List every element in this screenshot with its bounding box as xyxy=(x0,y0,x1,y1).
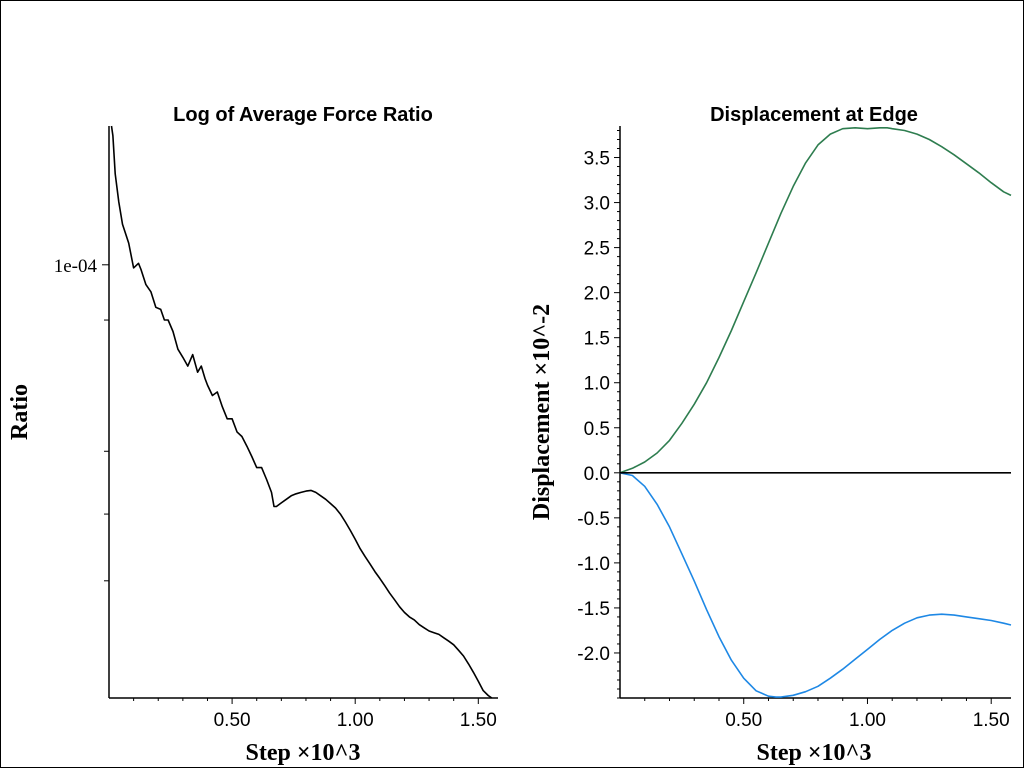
y-tick-label: 2.5 xyxy=(584,239,610,260)
x-axis-label: Step ×10^3 xyxy=(246,740,361,766)
x-tick-label: 1.00 xyxy=(849,710,886,731)
x-tick-label: 1.50 xyxy=(973,710,1010,731)
chart-ticks: 0.50 1.00 1.50 1e-04 xyxy=(54,256,497,731)
chart-title: Log of Average Force Ratio xyxy=(173,104,433,126)
chart-series-group xyxy=(619,127,1012,698)
y-tick-label: -0.5 xyxy=(577,509,610,530)
y-tick-label: 3.5 xyxy=(584,149,610,170)
y-tick-label: 1.5 xyxy=(584,329,610,350)
y-tick-label: 1e-04 xyxy=(54,256,98,277)
y-tick-label: -1.5 xyxy=(577,599,610,620)
x-tick-label: 1.00 xyxy=(337,710,374,731)
y-tick-label: 3.0 xyxy=(584,194,610,215)
y-tick-label: -2.0 xyxy=(577,644,610,665)
y-tick-label: 2.0 xyxy=(584,284,610,305)
y-tick-label: 0.0 xyxy=(584,464,610,485)
chart-ticks: 0.50 1.00 1.50 -2.0 -1.5 -1.0 -0.5 0.0 0.5 1.0 1.5… xyxy=(577,130,1010,731)
displacement-chart: Displacement at Edge Displacement ×10^-2… xyxy=(529,104,1012,766)
x-axis-label: Step ×10^3 xyxy=(757,740,872,766)
series-line-1 xyxy=(619,472,1012,698)
y-tick-label: -1.0 xyxy=(577,554,610,575)
x-tick-label: 0.50 xyxy=(214,710,251,731)
y-tick-label: 1.0 xyxy=(584,374,610,395)
y-axis-label: Ratio xyxy=(7,384,33,440)
chart-title: Displacement at Edge xyxy=(710,104,918,126)
x-tick-label: 0.50 xyxy=(725,710,762,731)
y-axis-label: Displacement ×10^-2 xyxy=(529,304,555,520)
series-line-0 xyxy=(110,125,493,699)
chart-series-group xyxy=(110,125,493,699)
y-tick-label: 0.5 xyxy=(584,419,610,440)
force-ratio-chart: Log of Average Force Ratio Ratio Step ×1… xyxy=(7,104,498,766)
series-line-0 xyxy=(619,127,1012,474)
x-tick-label: 1.50 xyxy=(460,710,497,731)
